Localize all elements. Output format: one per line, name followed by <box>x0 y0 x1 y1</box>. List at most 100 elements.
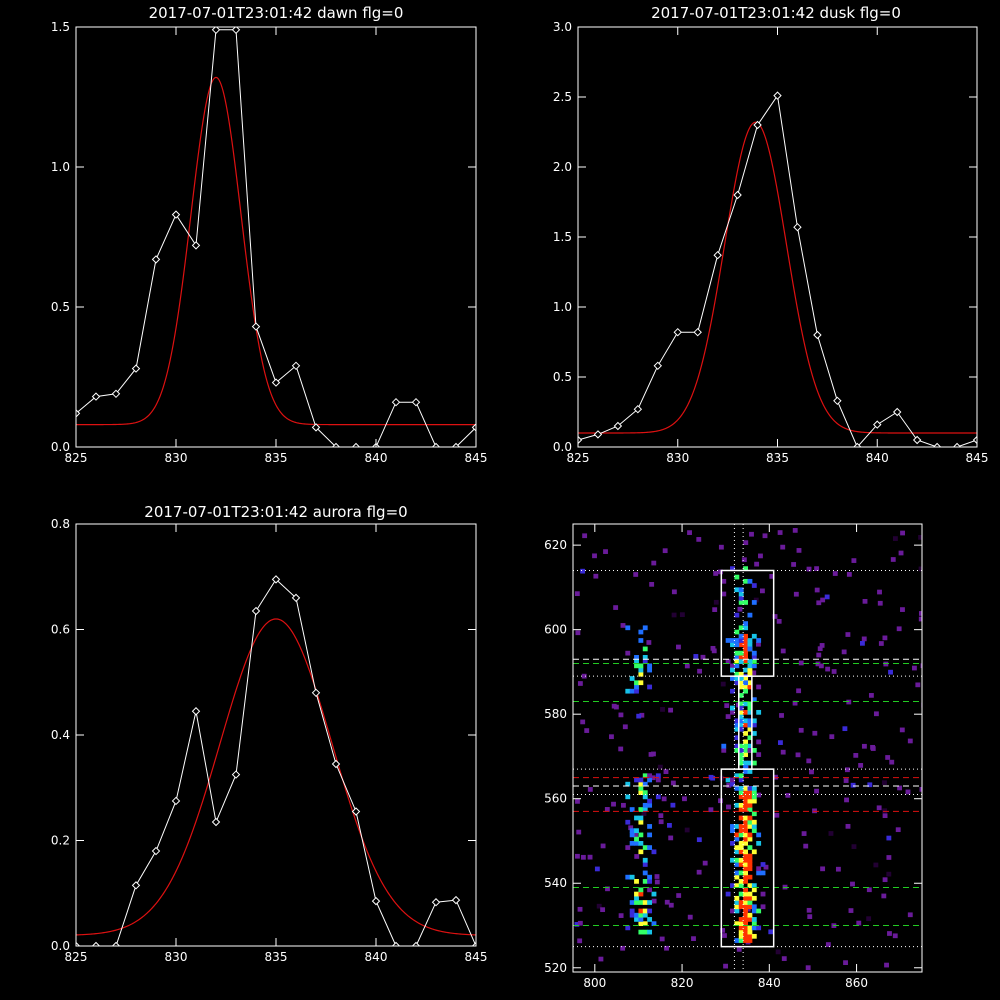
y-tick-label: 1.5 <box>553 230 572 244</box>
heatmap-pixel <box>886 835 892 841</box>
heatmap-pixel <box>634 836 639 842</box>
gaussian-fit-line <box>578 121 977 434</box>
heatmap-pixel <box>697 668 703 674</box>
heatmap-pixel <box>747 760 753 766</box>
heatmap-pixel <box>730 777 735 783</box>
heatmap-pixel <box>596 903 602 909</box>
heatmap-pixel <box>638 887 644 893</box>
heatmap-pixel <box>743 870 748 876</box>
heatmap-pixel <box>734 743 740 749</box>
heatmap-pixel <box>696 837 702 843</box>
y-tick-label: 0.2 <box>51 834 70 848</box>
heatmap-pixel <box>743 933 748 939</box>
heatmap-pixel <box>760 904 766 910</box>
heatmap-pixel <box>609 734 614 740</box>
heatmap-pixel <box>738 900 744 905</box>
y-tick-label: 560 <box>544 792 567 806</box>
heatmap-pixel <box>862 598 868 604</box>
heatmap-pixel <box>772 614 778 619</box>
heatmap-pixel <box>743 900 748 905</box>
plot-area <box>573 524 922 972</box>
heatmap-pixel <box>743 760 748 766</box>
heatmap-pixel <box>751 887 757 893</box>
heatmap-pixel <box>743 650 748 656</box>
heatmap-pixel <box>720 681 726 687</box>
heatmap-pixel <box>747 819 753 825</box>
heatmap-pixel <box>734 874 740 880</box>
heatmap-pixel <box>841 649 847 655</box>
heatmap-pixel <box>747 883 753 888</box>
heatmap-pixel <box>920 663 922 669</box>
heatmap-pixel <box>760 862 766 867</box>
heatmap-pixel <box>725 714 731 719</box>
data-point-marker <box>211 817 221 827</box>
heatmap-pixel <box>743 836 748 842</box>
data-point-marker <box>653 361 663 371</box>
heatmap-pixel <box>730 642 735 648</box>
heatmap-pixel <box>738 879 744 884</box>
heatmap-pixel <box>738 748 744 753</box>
heatmap-pixel <box>861 636 867 642</box>
x-tick-label: 820 <box>671 976 694 990</box>
heatmap-pixel <box>882 813 888 819</box>
heatmap-pixel <box>747 862 753 867</box>
heatmap-pixel <box>724 703 730 708</box>
heatmap-pixel <box>667 822 672 828</box>
heatmap-pixel <box>646 640 652 645</box>
data-point-marker <box>853 442 862 447</box>
heatmap-pixel <box>896 626 902 632</box>
heatmap-pixel <box>743 642 748 648</box>
heatmap-pixel <box>846 572 852 577</box>
heatmap-pixel <box>743 638 748 643</box>
data-point-marker <box>251 606 261 616</box>
heatmap-pixel <box>831 669 837 674</box>
heatmap-pixel <box>738 714 744 719</box>
heatmap-pixel <box>638 667 644 673</box>
x-tick-label: 830 <box>165 451 188 465</box>
heatmap-pixel <box>634 840 639 846</box>
heatmap-pixel <box>805 965 811 971</box>
heatmap-pixel <box>751 670 757 676</box>
heatmap-pixel <box>747 718 753 724</box>
heatmap-pixel <box>710 775 716 781</box>
heatmap-pixel <box>726 804 731 810</box>
heatmap-pixel <box>860 640 865 646</box>
heatmap-pixel <box>743 722 748 728</box>
heatmap-pixel <box>918 616 922 622</box>
heatmap-pixel <box>918 534 922 540</box>
heatmap-pixel <box>796 548 802 553</box>
heatmap-pixel <box>613 605 619 610</box>
heatmap-pixel <box>734 824 740 829</box>
heatmap-pixel <box>718 544 724 550</box>
heatmap-pixel <box>751 811 757 817</box>
heatmap-pixel <box>642 802 648 808</box>
x-tick-label: 825 <box>65 451 88 465</box>
heatmap-pixel <box>743 769 748 774</box>
heatmap-pixel <box>647 887 653 893</box>
heatmap-pixel <box>851 558 857 563</box>
y-tick-label: 0.4 <box>51 728 70 742</box>
heatmap-pixel <box>747 726 753 732</box>
heatmap-pixel <box>775 949 781 955</box>
gaussian-fit-line <box>76 76 476 426</box>
heatmap-pixel <box>734 904 740 910</box>
heatmap-pixel <box>756 752 762 757</box>
data-point-marker <box>311 423 321 432</box>
heatmap-pixel <box>647 917 653 922</box>
heatmap-pixel <box>725 638 731 643</box>
x-tick-label: 825 <box>65 950 88 964</box>
heatmap-pixel <box>762 533 768 539</box>
heatmap-pixel <box>634 684 639 690</box>
heatmap-pixel <box>747 857 753 863</box>
heatmap-pixel <box>687 530 692 535</box>
heatmap-pixel <box>660 707 665 712</box>
heatmap-pixel <box>642 655 648 660</box>
heatmap-pixel <box>654 879 660 885</box>
heatmap-pixel <box>743 917 748 922</box>
heatmap-pixel <box>743 857 748 863</box>
heatmap-pixel <box>693 654 699 659</box>
heatmap-pixel <box>581 673 587 679</box>
heatmap-pixel <box>738 600 744 605</box>
heatmap-pixel <box>734 629 740 635</box>
heatmap-pixel <box>806 566 812 572</box>
